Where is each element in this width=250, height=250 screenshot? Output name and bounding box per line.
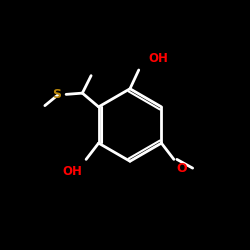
Text: OH: OH <box>148 52 168 66</box>
Text: O: O <box>176 162 187 175</box>
Text: S: S <box>52 88 61 101</box>
Text: OH: OH <box>62 165 82 178</box>
